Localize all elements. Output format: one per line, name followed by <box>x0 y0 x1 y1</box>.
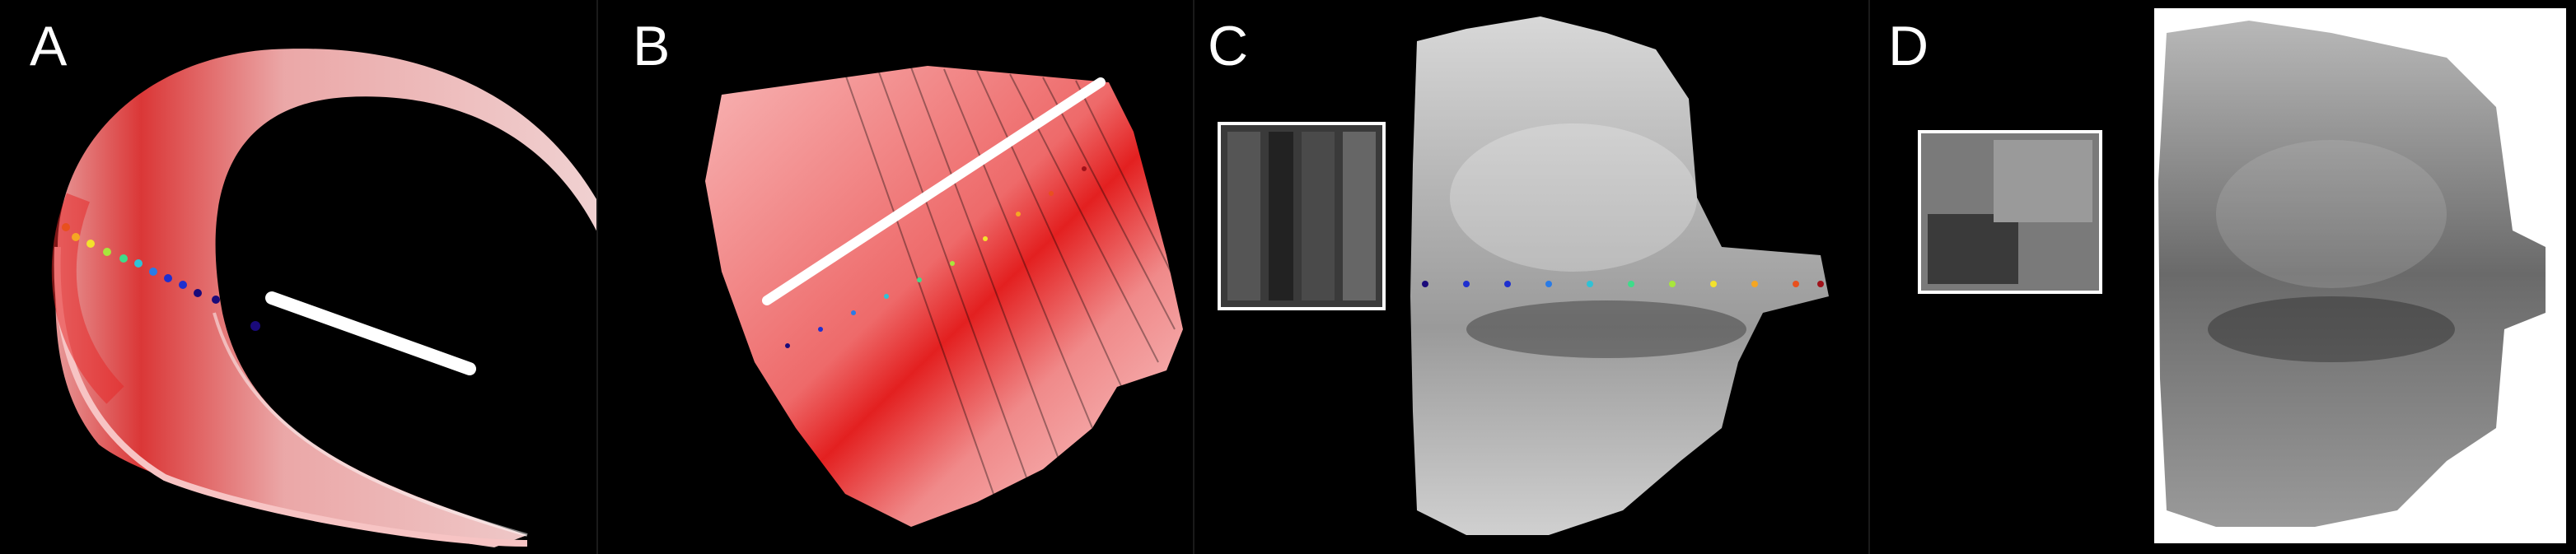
dot-trace <box>1422 281 1824 287</box>
probe-line <box>762 77 1106 305</box>
dot-trace <box>62 223 260 331</box>
panel-label-d: D <box>1888 15 1929 77</box>
surface-sheet <box>55 49 596 547</box>
panel-c: C <box>1194 0 1868 554</box>
inset-patch <box>1218 122 1386 310</box>
panel-d-figure <box>1918 8 2566 543</box>
panel-label-b: B <box>633 15 671 77</box>
panel-b-figure <box>705 66 1184 527</box>
probe-line <box>265 291 476 375</box>
reconstructed-map <box>2158 21 2546 527</box>
divider <box>596 0 598 554</box>
divider <box>1868 0 1870 554</box>
panel-label-a: A <box>30 15 68 77</box>
flattened-map <box>705 66 1183 527</box>
inset-patch <box>1918 130 2102 294</box>
panel-c-figure <box>1218 16 1829 535</box>
grayscale-map <box>1410 16 1829 535</box>
panel-label-c: C <box>1208 15 1249 77</box>
divider <box>1193 0 1194 554</box>
panel-b: B <box>598 0 1193 554</box>
panel-a: A <box>0 0 596 554</box>
dot-trace <box>785 166 1087 348</box>
panel-d: D <box>1870 0 2576 554</box>
panel-a-figure <box>51 49 596 547</box>
